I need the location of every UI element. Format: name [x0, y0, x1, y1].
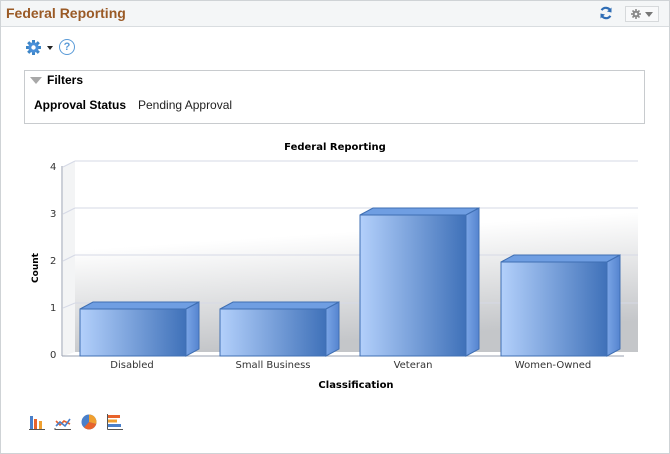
filter-label-approval-status: Approval Status: [34, 98, 127, 112]
filter-value-approval-status: Pending Approval: [138, 98, 233, 112]
bar-veteran: [359, 207, 480, 357]
bar-disabled: [79, 301, 200, 357]
chart-title: Federal Reporting: [284, 142, 386, 153]
options-dropdown-caret-icon[interactable]: [47, 46, 53, 50]
line-chart-icon[interactable]: [54, 413, 72, 431]
x-tick-women-owned: Women-Owned: [514, 360, 592, 371]
y-tick-4: 4: [50, 162, 57, 173]
chevron-down-icon: [645, 12, 653, 17]
pagelet-actions-button[interactable]: [625, 6, 659, 22]
x-axis-label: Classification: [318, 380, 394, 391]
y-tick-1: 1: [50, 303, 57, 314]
y-tick-2: 2: [50, 256, 57, 267]
bar-women-owned: [500, 254, 621, 357]
gear-icon[interactable]: [25, 39, 42, 56]
bar-small-business: [219, 301, 340, 357]
chart-plot-area: [61, 160, 638, 357]
gear-icon: [631, 9, 641, 19]
filters-section: Filters Approval Status Pending Approval: [24, 70, 645, 124]
bar-chart: Federal Reporting: [1, 136, 669, 396]
pie-chart-icon[interactable]: [80, 413, 98, 431]
filters-heading[interactable]: Filters: [47, 73, 84, 87]
x-tick-small-business: Small Business: [235, 360, 311, 371]
bar-chart-icon[interactable]: [28, 413, 46, 431]
y-axis-label: Count: [30, 253, 41, 283]
pagelet-title: Federal Reporting: [6, 5, 126, 21]
x-tick-disabled: Disabled: [110, 360, 154, 371]
refresh-icon[interactable]: [599, 6, 613, 20]
horizontal-bar-chart-icon[interactable]: [106, 413, 124, 431]
x-tick-veteran: Veteran: [393, 360, 433, 371]
y-tick-0: 0: [50, 350, 57, 361]
help-icon[interactable]: ?: [59, 39, 75, 55]
collapse-triangle-icon[interactable]: [30, 77, 42, 84]
pagelet-header: Federal Reporting: [1, 1, 669, 27]
y-tick-3: 3: [50, 209, 57, 220]
